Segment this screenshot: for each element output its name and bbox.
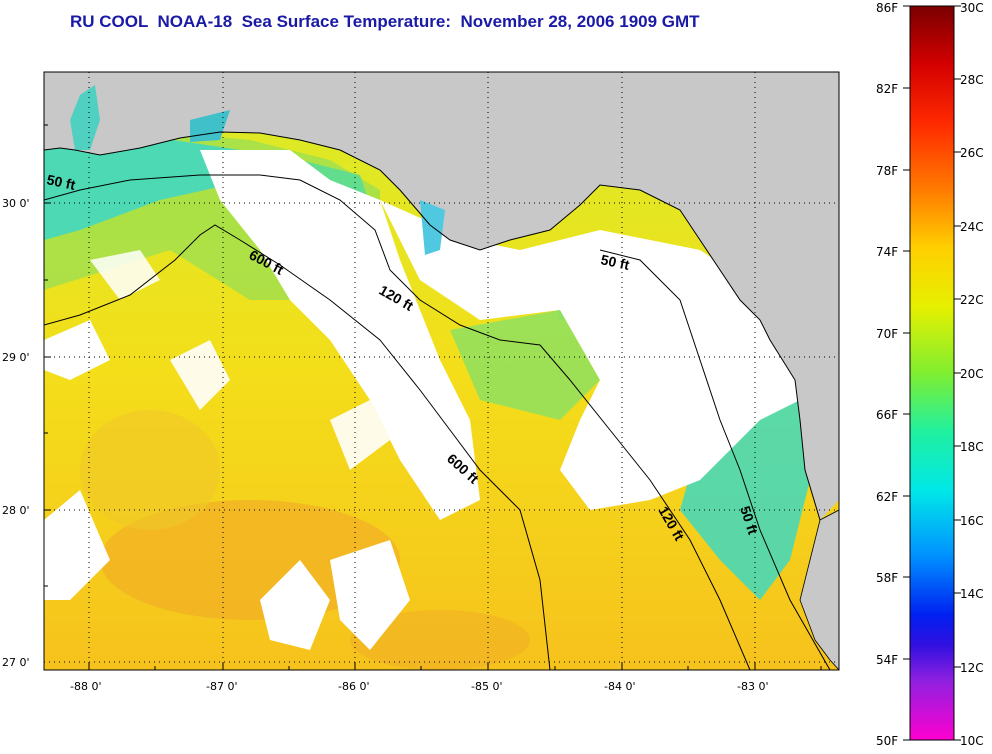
colorbar-c-label: 16C	[960, 514, 984, 528]
lon-tick-label: -83 0'	[737, 680, 769, 693]
cloud-cover	[260, 560, 330, 650]
cloud-cover	[44, 320, 110, 380]
bay-water	[190, 110, 230, 142]
colorbar: 86F 82F 78F 74F 70F 66F 62F 58F 54F 50F …	[876, 1, 984, 748]
cloud-cover	[330, 540, 410, 650]
colorbar-c-label: 12C	[960, 661, 984, 675]
colorbar-f-label: 54F	[876, 653, 898, 667]
cloud-cover	[200, 150, 480, 520]
cloud-cover	[330, 400, 390, 470]
contour-label: 50 ft	[45, 171, 77, 193]
lon-tick-label: -88 0'	[70, 680, 102, 693]
cloud-cover	[380, 200, 800, 510]
colorbar-scale	[909, 5, 955, 741]
lat-tick-label: 28 0'	[2, 504, 30, 517]
plot-border	[43, 71, 840, 671]
colorbar-f-label: 74F	[876, 245, 898, 259]
colorbar-f-label: 86F	[876, 1, 898, 15]
colorbar-f-label: 58F	[876, 571, 898, 585]
contour-50ft	[599, 249, 831, 670]
contour-label: 50 ft	[599, 251, 631, 273]
map-title: RU COOL NOAA-18 Sea Surface Temperature:…	[70, 12, 700, 31]
colorbar-f-label: 82F	[876, 82, 898, 96]
colorbar-c-label: 18C	[960, 440, 984, 454]
colorbar-f-label: 78F	[876, 164, 898, 178]
lat-tick-label: 29 0'	[2, 351, 30, 364]
colorbar-f-label: 70F	[876, 327, 898, 341]
lat-tick-label: 30 0'	[2, 197, 30, 210]
colorbar-c-label: 26C	[960, 146, 984, 160]
bay-water	[70, 85, 100, 150]
cloud-cover	[90, 250, 160, 300]
land-mass-south	[799, 509, 839, 670]
colorbar-c-label: 30C	[960, 1, 984, 15]
lat-tick-label: 27 0'	[2, 656, 30, 669]
colorbar-f-label: 62F	[876, 490, 898, 504]
lon-tick-label: -85 0'	[471, 680, 503, 693]
lon-tick-label: -86 0'	[338, 680, 370, 693]
colorbar-f-label: 66F	[876, 408, 898, 422]
land-mass	[44, 72, 839, 520]
cloud-cover	[44, 490, 110, 600]
contour-600ft	[44, 224, 551, 670]
lon-tick-label: -87 0'	[206, 680, 238, 693]
axis-ticks	[44, 124, 822, 670]
colorbar-c-label: 20C	[960, 367, 984, 381]
colorbar-c-label: 10C	[960, 734, 984, 748]
bay-water	[420, 200, 445, 255]
warm-patch	[350, 610, 530, 670]
contour-120ft	[44, 174, 751, 670]
lon-tick-label: -84 0'	[604, 680, 636, 693]
colorbar-c-label: 28C	[960, 73, 984, 87]
warm-patch	[80, 410, 220, 530]
colorbar-c-label: 22C	[960, 293, 984, 307]
colorbar-c-label: 24C	[960, 220, 984, 234]
warm-patch	[100, 500, 400, 620]
colorbar-ticks	[903, 5, 961, 741]
colorbar-f-label: 50F	[876, 734, 898, 748]
colorbar-c-label: 14C	[960, 587, 984, 601]
coastline	[44, 131, 839, 531]
